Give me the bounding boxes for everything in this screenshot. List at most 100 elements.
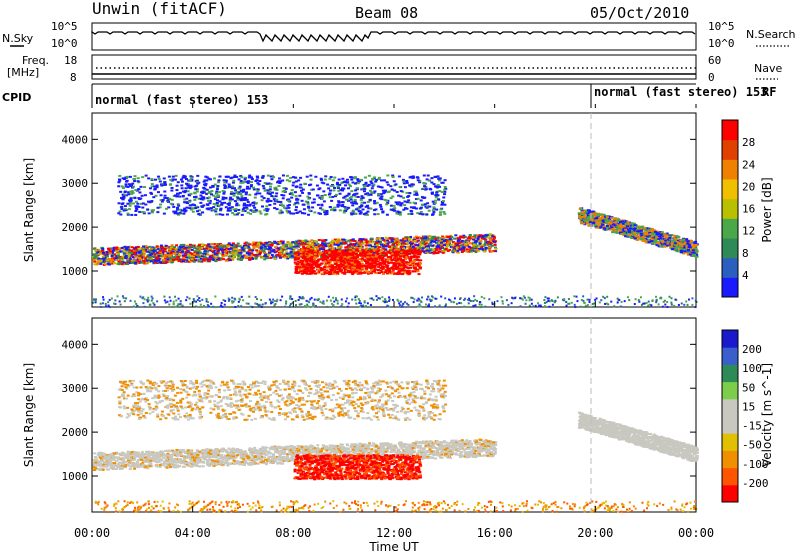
power-mark	[406, 267, 410, 270]
power-mark	[407, 252, 411, 255]
power-mark	[336, 186, 340, 189]
power-mark	[97, 257, 101, 260]
power-mark	[406, 241, 410, 244]
power-mark	[320, 244, 324, 247]
power-mark	[123, 245, 127, 248]
power-mark	[169, 253, 173, 256]
power-mark	[170, 198, 174, 201]
power-mark	[290, 243, 294, 246]
power-mark	[294, 246, 298, 249]
power-mark	[261, 175, 265, 178]
power-mark	[325, 211, 329, 214]
power-mark	[195, 247, 199, 250]
power-mark	[473, 234, 477, 237]
power-mark	[442, 249, 446, 252]
power-mark	[164, 256, 168, 259]
power-mark	[350, 201, 354, 204]
power-mark	[122, 187, 126, 190]
power-mark	[481, 237, 485, 240]
power-mark	[311, 249, 315, 252]
power-mark	[198, 255, 202, 258]
power-mark	[248, 252, 252, 255]
power-mark	[295, 251, 299, 254]
power-mark	[167, 246, 171, 249]
power-mark	[376, 213, 380, 216]
power-mark	[226, 186, 230, 189]
power-mark	[290, 256, 294, 259]
power-mark	[457, 245, 461, 248]
power-mark	[359, 246, 363, 249]
power-mark	[344, 265, 348, 268]
power-mark	[341, 177, 345, 180]
power-mark	[399, 252, 403, 255]
power-mark	[403, 239, 407, 242]
power-mark	[239, 198, 243, 201]
power-mark	[310, 246, 314, 249]
power-mark	[153, 187, 157, 190]
power-mark	[415, 263, 419, 266]
power-mark	[246, 211, 250, 214]
power-mark	[374, 257, 378, 260]
power-mark	[391, 244, 395, 247]
power-mark	[143, 186, 147, 189]
power-mark	[494, 250, 498, 253]
power-mark	[125, 180, 129, 183]
freq-tick-top: 18	[64, 54, 77, 67]
power-mark	[130, 190, 134, 193]
power-mark	[330, 258, 334, 261]
power-mark	[344, 249, 348, 252]
power-mark	[335, 181, 339, 184]
power-mark	[174, 174, 178, 177]
power-mark	[343, 255, 347, 258]
power-mark	[274, 195, 278, 198]
power-mark	[417, 236, 421, 239]
power-mark	[230, 198, 234, 201]
power-mark	[368, 254, 372, 257]
power-mark	[171, 259, 175, 262]
power-mark	[248, 204, 252, 207]
power-mark	[327, 251, 331, 254]
power-mark	[106, 252, 110, 255]
power-mark	[240, 255, 244, 258]
nsky-tick-bottom-right: 10^0	[708, 37, 735, 50]
power-mark	[393, 257, 397, 260]
power-mark	[173, 256, 177, 259]
power-mark	[239, 193, 243, 196]
power-mark	[138, 250, 142, 253]
power-mark	[345, 266, 349, 269]
power-mark	[224, 253, 228, 256]
power-mark	[395, 202, 399, 205]
power-mark	[136, 205, 140, 208]
power-mark	[126, 246, 130, 249]
power-mark	[144, 248, 148, 251]
power-mark	[484, 240, 488, 243]
power-mark	[423, 196, 427, 199]
power-mark	[156, 206, 160, 209]
power-mark	[189, 176, 193, 179]
power-mark	[341, 242, 345, 245]
power-mark	[292, 247, 296, 250]
power-mark	[234, 189, 238, 192]
power-mark	[410, 256, 414, 259]
power-mark	[389, 249, 393, 252]
power-mark	[146, 259, 150, 262]
power-mark	[439, 208, 443, 211]
power-mark	[172, 210, 176, 213]
power-mark	[353, 264, 357, 267]
power-mark	[450, 243, 454, 246]
power-mark	[134, 200, 138, 203]
power-mark	[453, 237, 457, 240]
power-mark	[359, 240, 363, 243]
power-mark	[103, 263, 107, 266]
power-mark	[314, 175, 318, 178]
power-mark	[101, 247, 105, 250]
power-mark	[220, 202, 224, 205]
power-mark	[303, 267, 307, 270]
power-mark	[301, 265, 305, 268]
power-mark	[393, 267, 397, 270]
power-mark	[366, 204, 370, 207]
power-mark	[231, 246, 235, 249]
power-mark	[420, 196, 424, 199]
power-mark	[331, 195, 335, 198]
power-mark	[160, 249, 164, 252]
